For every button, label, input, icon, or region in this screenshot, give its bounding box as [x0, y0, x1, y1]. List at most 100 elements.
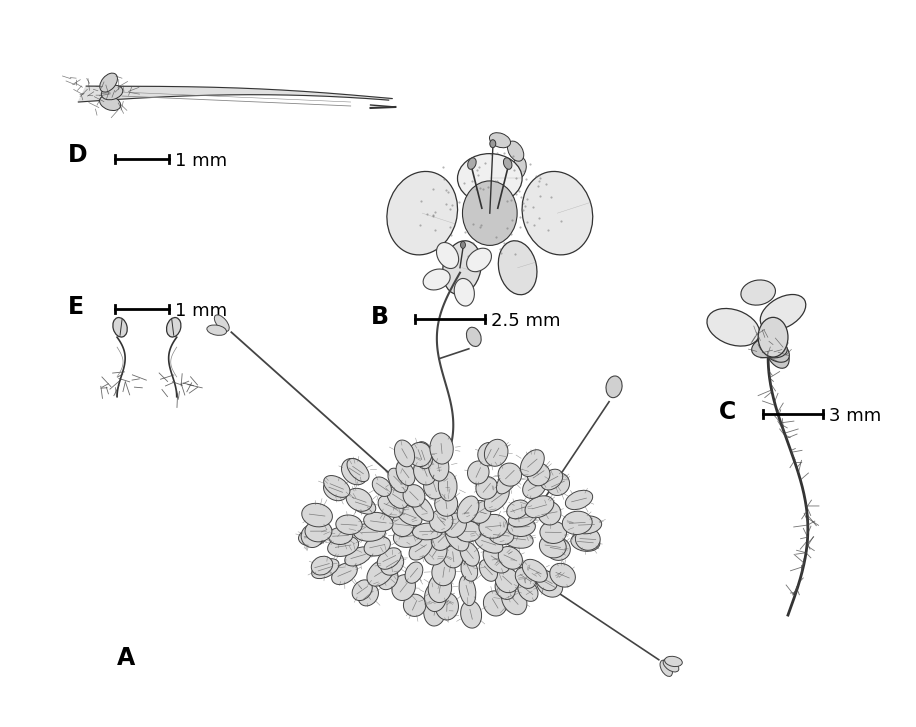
Ellipse shape: [344, 547, 372, 566]
Ellipse shape: [498, 547, 522, 569]
Ellipse shape: [483, 546, 510, 573]
Ellipse shape: [380, 553, 404, 575]
Ellipse shape: [463, 181, 518, 246]
Ellipse shape: [489, 133, 510, 148]
Ellipse shape: [323, 475, 350, 497]
Ellipse shape: [311, 556, 333, 575]
Ellipse shape: [523, 476, 546, 499]
Ellipse shape: [540, 521, 567, 544]
Ellipse shape: [522, 559, 548, 582]
Ellipse shape: [479, 560, 497, 582]
Ellipse shape: [741, 280, 776, 305]
Ellipse shape: [395, 440, 415, 467]
Text: E: E: [68, 295, 83, 319]
Ellipse shape: [347, 459, 369, 481]
Ellipse shape: [479, 515, 507, 538]
Ellipse shape: [485, 439, 508, 466]
Text: 1 mm: 1 mm: [175, 151, 227, 169]
Text: 3 mm: 3 mm: [829, 406, 881, 425]
Ellipse shape: [766, 339, 790, 369]
Ellipse shape: [414, 442, 432, 469]
Ellipse shape: [352, 580, 372, 601]
Ellipse shape: [496, 568, 519, 593]
Ellipse shape: [392, 574, 416, 601]
Ellipse shape: [466, 248, 492, 272]
Ellipse shape: [565, 490, 593, 510]
Ellipse shape: [489, 526, 514, 545]
Ellipse shape: [467, 461, 489, 484]
Ellipse shape: [540, 469, 562, 490]
Ellipse shape: [461, 601, 482, 628]
Ellipse shape: [403, 594, 426, 616]
Ellipse shape: [490, 140, 496, 148]
Ellipse shape: [425, 582, 447, 611]
Ellipse shape: [499, 174, 518, 191]
Ellipse shape: [525, 496, 554, 518]
Ellipse shape: [301, 503, 333, 527]
Ellipse shape: [100, 95, 121, 111]
Ellipse shape: [430, 510, 453, 532]
Ellipse shape: [409, 537, 432, 560]
Polygon shape: [79, 86, 392, 102]
Ellipse shape: [364, 513, 393, 531]
Ellipse shape: [431, 526, 453, 550]
Ellipse shape: [397, 505, 422, 526]
Ellipse shape: [760, 294, 806, 330]
Ellipse shape: [387, 172, 458, 255]
Ellipse shape: [660, 660, 672, 676]
Ellipse shape: [354, 523, 386, 542]
Ellipse shape: [439, 472, 457, 501]
Ellipse shape: [474, 532, 503, 553]
Ellipse shape: [484, 591, 507, 616]
Ellipse shape: [435, 593, 459, 620]
Ellipse shape: [332, 563, 357, 585]
Ellipse shape: [378, 495, 403, 518]
Ellipse shape: [207, 325, 226, 335]
Ellipse shape: [516, 568, 536, 588]
Ellipse shape: [550, 563, 575, 587]
Ellipse shape: [520, 450, 544, 476]
Ellipse shape: [495, 577, 516, 600]
Ellipse shape: [457, 153, 522, 204]
Ellipse shape: [527, 463, 550, 486]
Ellipse shape: [349, 494, 376, 514]
Ellipse shape: [507, 518, 535, 537]
Ellipse shape: [428, 574, 452, 603]
Ellipse shape: [538, 502, 561, 525]
Ellipse shape: [423, 269, 450, 290]
Ellipse shape: [342, 459, 367, 485]
Ellipse shape: [507, 141, 524, 161]
Ellipse shape: [411, 495, 433, 521]
Ellipse shape: [546, 537, 571, 561]
Ellipse shape: [606, 376, 622, 398]
Ellipse shape: [364, 537, 390, 556]
Ellipse shape: [498, 463, 521, 486]
Ellipse shape: [535, 570, 557, 591]
Ellipse shape: [479, 182, 501, 196]
Ellipse shape: [575, 528, 600, 550]
Ellipse shape: [468, 158, 476, 169]
Ellipse shape: [444, 513, 466, 537]
Ellipse shape: [707, 308, 759, 346]
Ellipse shape: [466, 327, 481, 347]
Ellipse shape: [443, 546, 463, 568]
Ellipse shape: [663, 659, 679, 672]
Ellipse shape: [540, 534, 566, 558]
Ellipse shape: [431, 559, 455, 586]
Ellipse shape: [378, 569, 398, 590]
Ellipse shape: [752, 337, 783, 358]
Ellipse shape: [435, 491, 458, 516]
Ellipse shape: [455, 521, 481, 542]
Ellipse shape: [301, 525, 323, 547]
Ellipse shape: [305, 521, 332, 542]
Ellipse shape: [512, 157, 527, 179]
Ellipse shape: [430, 433, 453, 464]
Ellipse shape: [461, 558, 478, 581]
Ellipse shape: [454, 278, 474, 306]
Ellipse shape: [358, 585, 378, 606]
Text: A: A: [117, 646, 136, 670]
Ellipse shape: [372, 477, 391, 497]
Ellipse shape: [336, 515, 362, 534]
Ellipse shape: [328, 527, 353, 545]
Ellipse shape: [518, 580, 538, 601]
